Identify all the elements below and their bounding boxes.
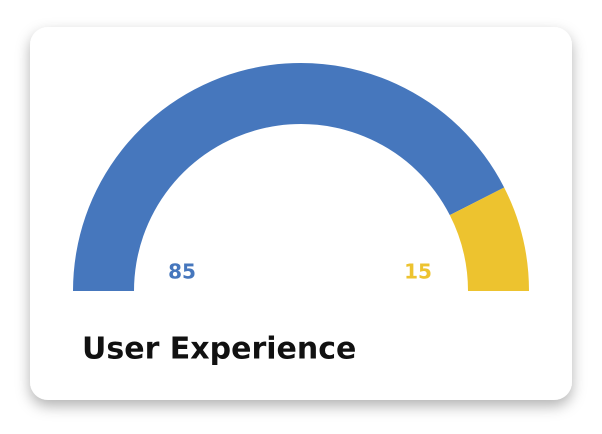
gauge: 85 15 [73,63,529,292]
value-label: 15 [404,260,432,284]
value-label: 85 [168,260,196,284]
gauge-segment [449,187,529,291]
gauge-segment [73,63,505,292]
chart-title: User Experience [82,332,356,367]
